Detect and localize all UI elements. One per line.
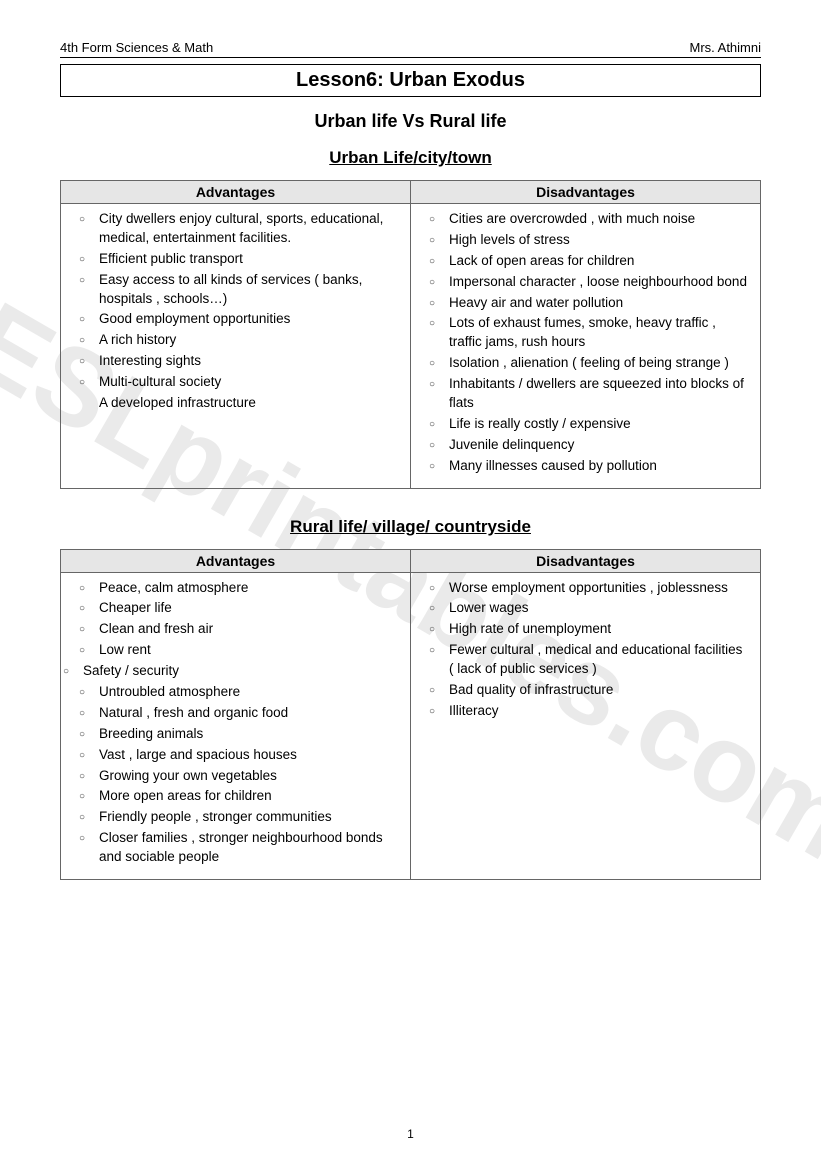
list-item: High rate of unemployment <box>449 620 750 639</box>
list-item: Breeding animals <box>99 725 400 744</box>
list-item: Clean and fresh air <box>99 620 400 639</box>
list-item: High levels of stress <box>449 231 750 250</box>
list-item: Efficient public transport <box>99 250 400 269</box>
list-item: Juvenile delinquency <box>449 436 750 455</box>
list-item: Lots of exhaust fumes, smoke, heavy traf… <box>449 314 750 352</box>
list-item: Growing your own vegetables <box>99 767 400 786</box>
list-item: Bad quality of infrastructure <box>449 681 750 700</box>
list-item: Isolation , alienation ( feeling of bein… <box>449 354 750 373</box>
list-item: Inhabitants / dwellers are squeezed into… <box>449 375 750 413</box>
header-left: 4th Form Sciences & Math <box>60 40 213 55</box>
list-item: Impersonal character , loose neighbourho… <box>449 273 750 292</box>
list-item: Natural , fresh and organic food <box>99 704 400 723</box>
rural-dis-list: Worse employment opportunities , jobless… <box>421 579 750 721</box>
list-item: Friendly people , stronger communities <box>99 808 400 827</box>
list-item: Low rent <box>99 641 400 660</box>
list-item: Closer families , stronger neighbourhood… <box>99 829 400 867</box>
list-item: Interesting sights <box>99 352 400 371</box>
lesson-title: Lesson6: Urban Exodus <box>296 69 525 91</box>
urban-adv-cell: City dwellers enjoy cultural, sports, ed… <box>61 204 411 489</box>
list-item: A rich history <box>99 331 400 350</box>
urban-dis-header: Disadvantages <box>411 181 761 204</box>
list-item: Heavy air and water pollution <box>449 294 750 313</box>
list-item: Many illnesses caused by pollution <box>449 457 750 476</box>
page-content: 4th Form Sciences & Math Mrs. Athimni Le… <box>60 40 761 880</box>
urban-section-title: Urban Life/city/town <box>60 148 761 168</box>
list-item: Lack of open areas for children <box>449 252 750 271</box>
urban-adv-list: City dwellers enjoy cultural, sports, ed… <box>71 210 400 413</box>
urban-dis-list: Cities are overcrowded , with much noise… <box>421 210 750 476</box>
list-item: Cheaper life <box>99 599 400 618</box>
rural-table: Advantages Disadvantages Peace, calm atm… <box>60 549 761 880</box>
rural-dis-cell: Worse employment opportunities , jobless… <box>411 572 761 879</box>
page-subtitle: Urban life Vs Rural life <box>60 111 761 132</box>
list-item: Untroubled atmosphere <box>99 683 400 702</box>
page-header: 4th Form Sciences & Math Mrs. Athimni <box>60 40 761 58</box>
rural-adv-cell: Peace, calm atmosphere Cheaper life Clea… <box>61 572 411 879</box>
list-item: Safety / security <box>83 662 400 681</box>
rural-dis-header: Disadvantages <box>411 549 761 572</box>
lesson-title-box: Lesson6: Urban Exodus <box>60 64 761 97</box>
list-item: Easy access to all kinds of services ( b… <box>99 271 400 309</box>
list-item: Peace, calm atmosphere <box>99 579 400 598</box>
rural-section-title: Rural life/ village/ countryside <box>60 517 761 537</box>
list-item: Cities are overcrowded , with much noise <box>449 210 750 229</box>
page-number: 1 <box>0 1127 821 1141</box>
rural-adv-list: Peace, calm atmosphere Cheaper life Clea… <box>71 579 400 867</box>
header-right: Mrs. Athimni <box>689 40 761 55</box>
rural-adv-header: Advantages <box>61 549 411 572</box>
list-item: Vast , large and spacious houses <box>99 746 400 765</box>
list-item: Worse employment opportunities , jobless… <box>449 579 750 598</box>
list-item-extra: A developed infrastructure <box>99 394 400 413</box>
list-item: Multi-cultural society <box>99 373 400 392</box>
list-item: More open areas for children <box>99 787 400 806</box>
urban-dis-cell: Cities are overcrowded , with much noise… <box>411 204 761 489</box>
urban-adv-header: Advantages <box>61 181 411 204</box>
list-item: Life is really costly / expensive <box>449 415 750 434</box>
list-item: Fewer cultural , medical and educational… <box>449 641 750 679</box>
list-item: Lower wages <box>449 599 750 618</box>
urban-table: Advantages Disadvantages City dwellers e… <box>60 180 761 489</box>
list-item: City dwellers enjoy cultural, sports, ed… <box>99 210 400 248</box>
list-item: Illiteracy <box>449 702 750 721</box>
list-item: Good employment opportunities <box>99 310 400 329</box>
